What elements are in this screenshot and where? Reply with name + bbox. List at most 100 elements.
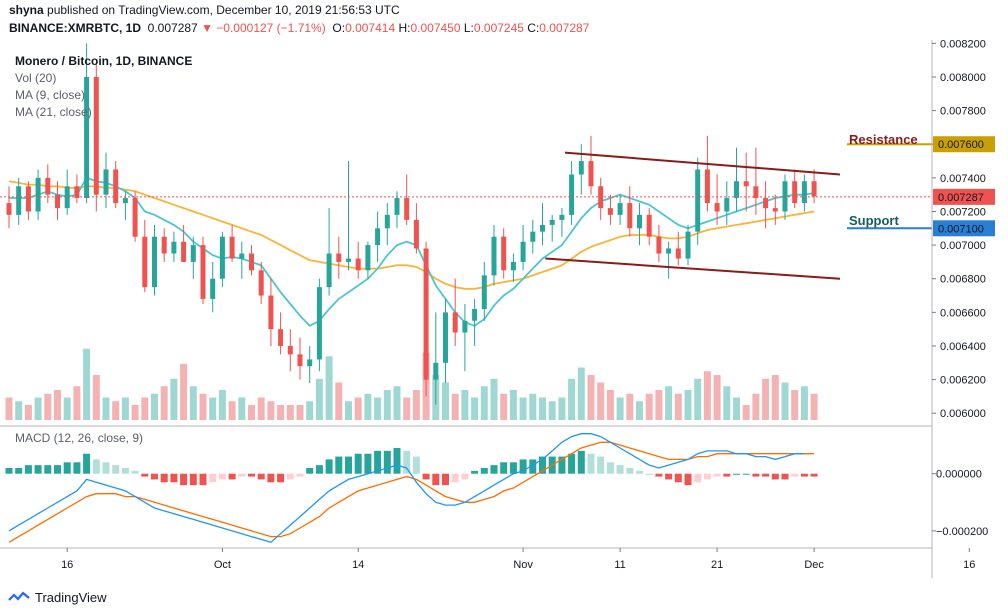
volume-bar (539, 397, 546, 420)
candle-body (559, 214, 565, 220)
symbol-label[interactable]: BINANCE:XMRBTC, 1D (9, 21, 141, 35)
macd-histogram-bar (558, 456, 566, 474)
macd-histogram-bar (762, 473, 770, 477)
candle-body (336, 253, 342, 262)
time-axis-label: 16 (963, 559, 975, 571)
macd-histogram-bar (277, 473, 285, 483)
ma9-line (9, 176, 815, 327)
volume-bar (286, 405, 294, 420)
macd-histogram-bar (587, 453, 595, 474)
volume-bar (160, 386, 168, 420)
macd-histogram-bar (383, 450, 391, 474)
candle-body (278, 329, 284, 346)
macd-histogram-bar (684, 473, 692, 486)
macd-histogram-bar (461, 473, 469, 480)
volume-bar (548, 401, 556, 420)
candle-body (375, 228, 381, 246)
macd-histogram-bar (238, 473, 246, 477)
macd-histogram-bar (315, 465, 323, 474)
macd-histogram-bar (626, 468, 634, 474)
candle-body (64, 186, 70, 209)
volume-bar (694, 378, 702, 420)
volume-bar (655, 390, 663, 420)
last-price: 0.007287 (147, 21, 198, 35)
volume-bar (306, 401, 314, 420)
candle-body (491, 236, 497, 276)
candle-body (171, 241, 177, 254)
candle-body (161, 236, 167, 254)
price-axis-label: 0.007200 (940, 206, 986, 218)
volume-bar (325, 356, 333, 420)
close-label: C: (527, 21, 540, 35)
high-value: 0.007450 (410, 21, 461, 35)
volume-bar (354, 397, 362, 420)
candle-body (743, 181, 749, 187)
candle-body (239, 253, 245, 259)
volume-bar (752, 393, 760, 420)
macd-histogram-bar (141, 473, 149, 477)
macd-histogram-bar (577, 450, 585, 474)
publish-line: shyna published on TradingView.com, Dece… (9, 3, 400, 17)
macd-histogram-bar (655, 473, 663, 477)
time-axis-label: Dec (804, 559, 824, 571)
ma21-line (8, 180, 815, 290)
macd-histogram-bar (228, 473, 236, 480)
drawing-lines (0, 143, 932, 280)
publisher-name[interactable]: shyna (9, 3, 44, 17)
volume-bar (713, 375, 721, 420)
macd-histogram-bar (723, 473, 731, 477)
price-axis-label: 0.008000 (940, 72, 986, 84)
time-axis-label: 21 (711, 559, 723, 571)
volume-bar (733, 397, 740, 420)
volume-bar (490, 378, 498, 420)
macd-histogram-bar (606, 462, 614, 474)
price-axis-label: 0.006800 (940, 274, 986, 286)
macd-histogram-bar (112, 465, 120, 474)
volume-bar (519, 397, 527, 420)
volume-bar (374, 397, 382, 420)
macd-histogram-bar (73, 462, 81, 474)
volume-bar (781, 382, 789, 420)
candle-body (734, 181, 739, 199)
moving-averages (8, 176, 815, 327)
macd-histogram-bar (500, 462, 508, 474)
candle-body (685, 231, 691, 259)
macd-histogram-bar (781, 473, 789, 480)
candle-body (801, 181, 807, 204)
macd-histogram-bar (34, 465, 42, 474)
macd-histogram-bar (354, 453, 362, 474)
footer-brand[interactable]: TradingView (35, 590, 107, 605)
volume-bar (703, 371, 711, 420)
macd-signal-line (8, 441, 815, 543)
candle-body (346, 258, 351, 262)
legend-macd: MACD (12, 26, close, 9) (15, 431, 143, 445)
candle-body (578, 161, 584, 175)
macd-histogram-bar (674, 473, 682, 483)
macd-histogram-bar (335, 456, 343, 474)
resistance-tag-text: 0.007600 (938, 139, 984, 151)
candle-body (452, 312, 458, 333)
macd-histogram-bar (694, 473, 702, 483)
candle-body (307, 359, 313, 367)
candle-body (249, 253, 254, 271)
price-change: ▼ −0.000127 (−1.71%) (201, 21, 326, 35)
candle-body (365, 245, 371, 271)
macd-histogram-bar (199, 473, 207, 486)
volume-bar (151, 393, 158, 420)
candle-body (423, 248, 429, 380)
macd-histogram-bar (791, 473, 799, 477)
last-price-tag-bg (933, 188, 995, 205)
candle-body (607, 208, 613, 215)
macd-histogram-bar (490, 465, 498, 474)
candle-body (25, 186, 31, 212)
volume-bar (616, 397, 624, 420)
candle-body (74, 186, 80, 199)
candle-body (113, 169, 119, 204)
volume-bar (83, 348, 91, 420)
volume-bar (345, 401, 352, 420)
macd-histogram-bar (24, 465, 32, 474)
candle-body (45, 177, 51, 195)
candle-body (219, 236, 225, 279)
macd-histogram-bar (810, 473, 818, 477)
